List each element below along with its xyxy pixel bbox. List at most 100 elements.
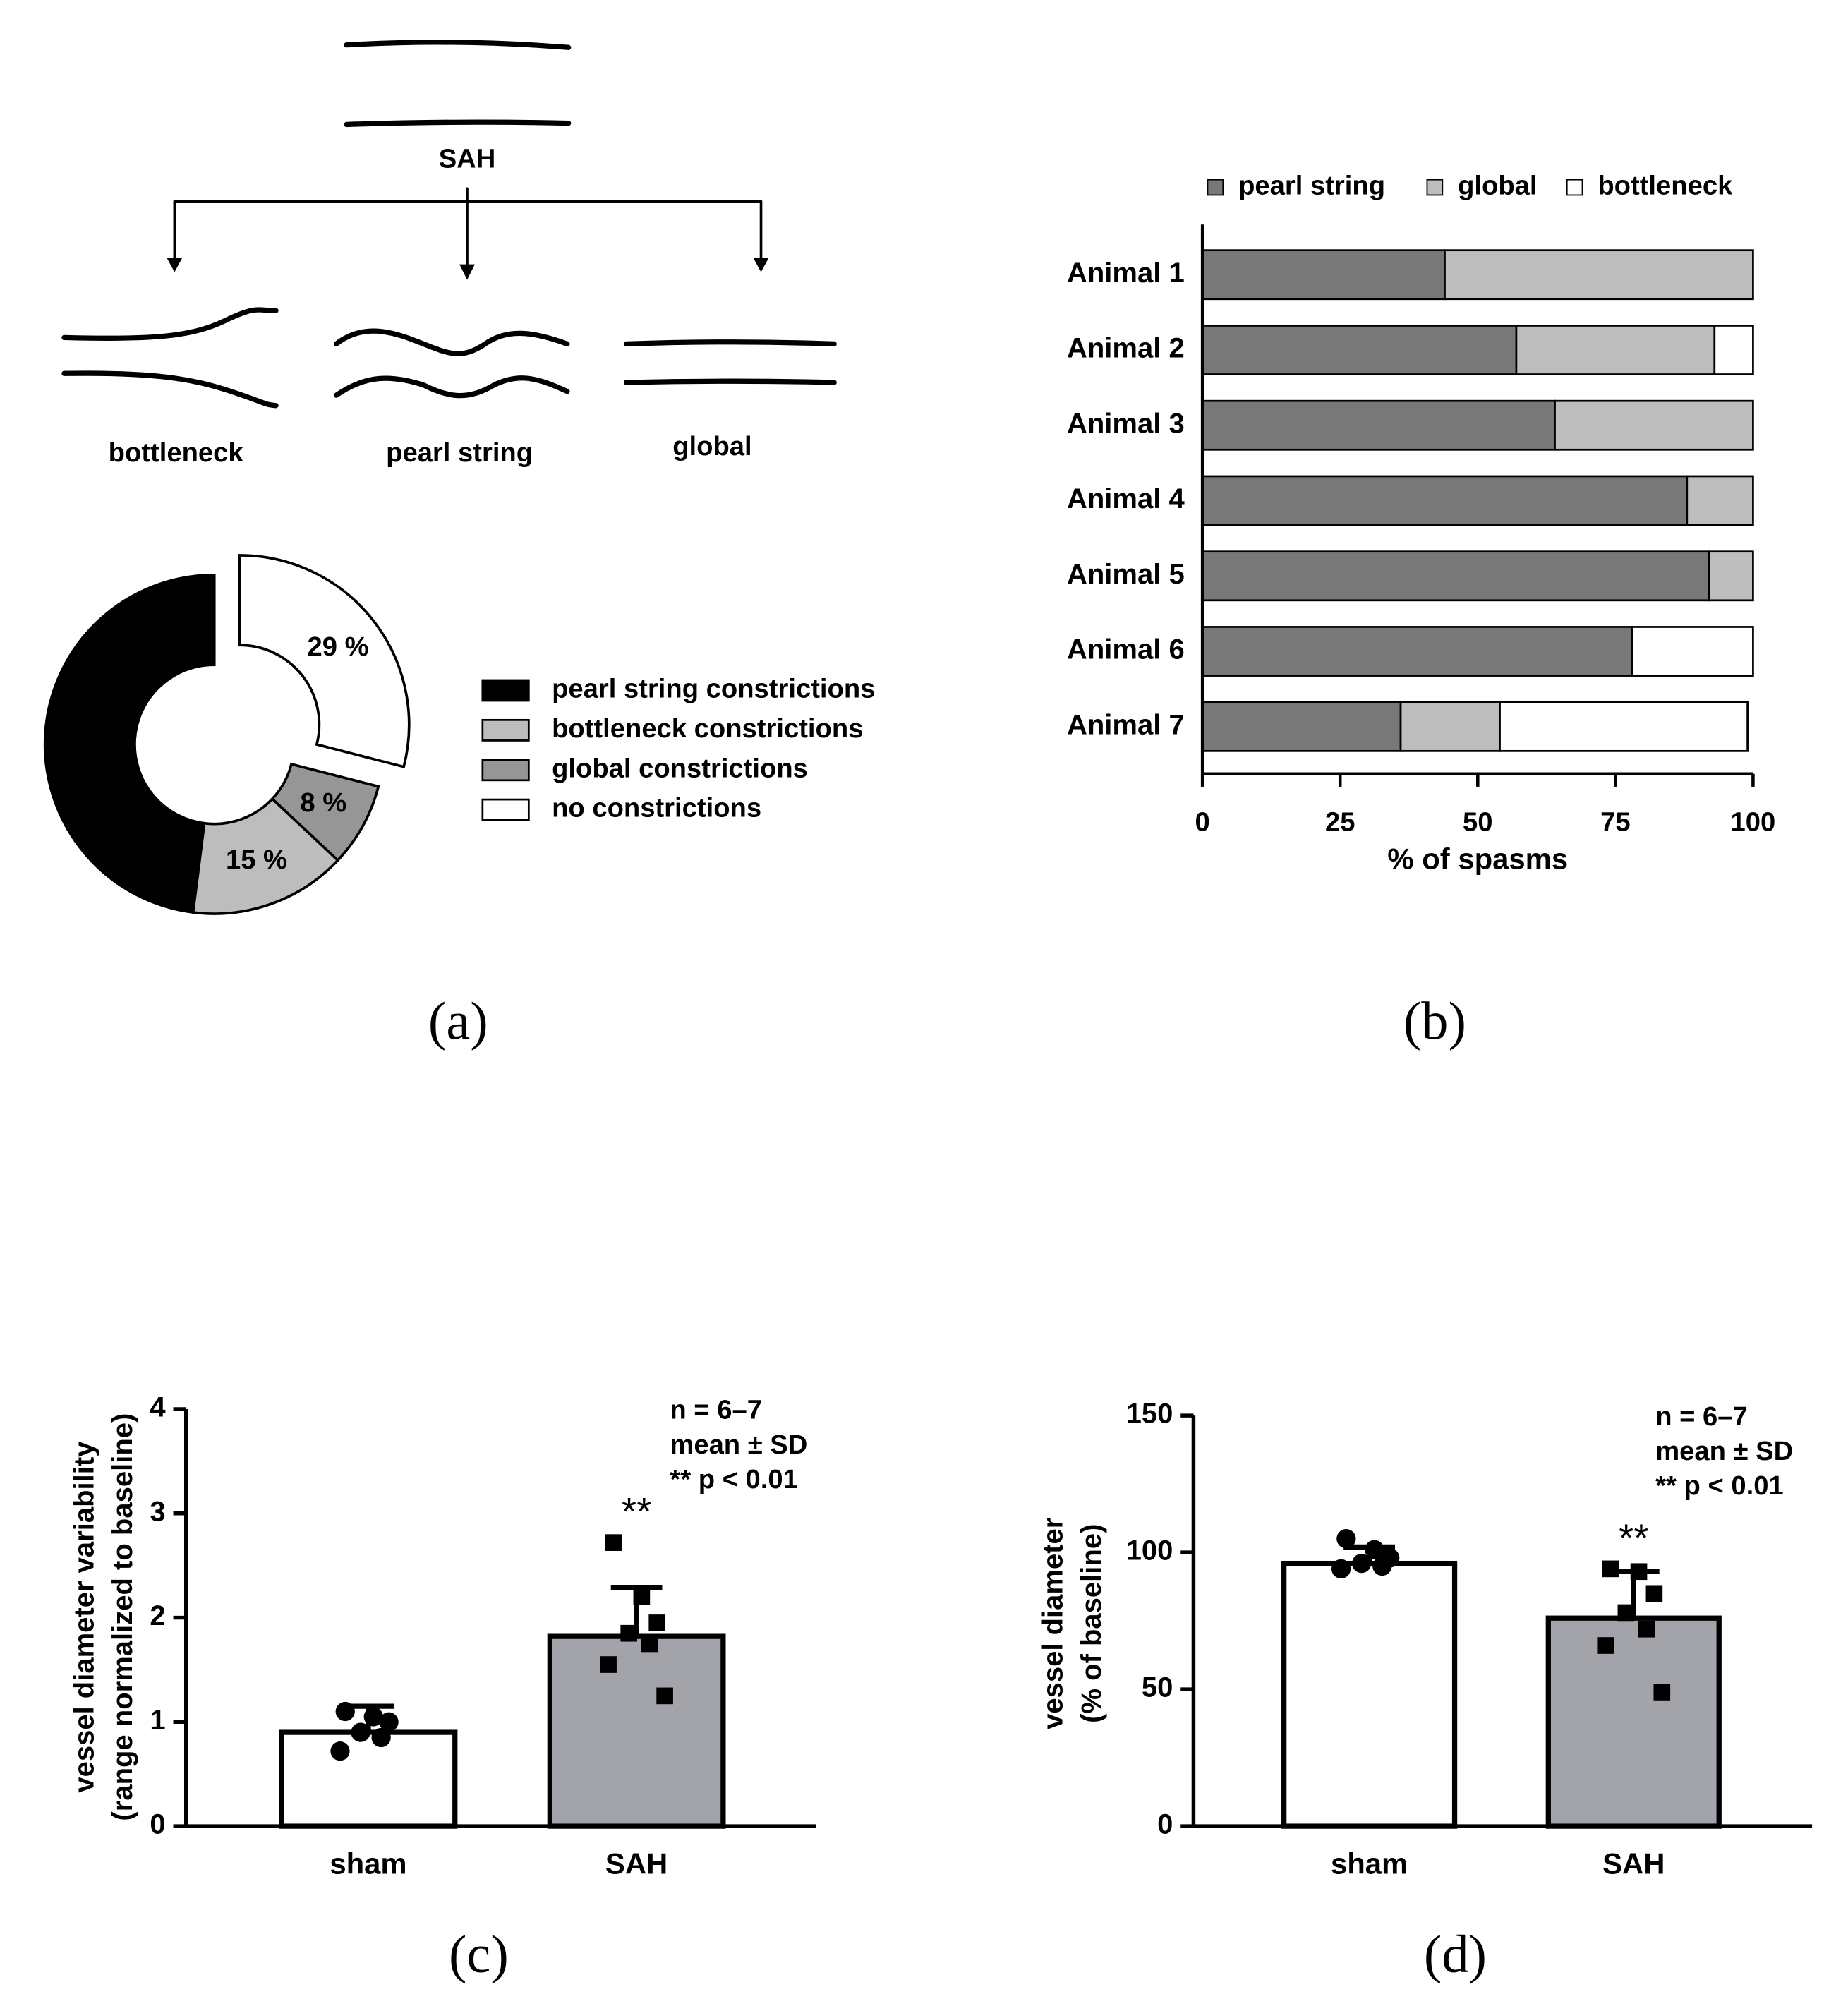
data-point <box>641 1635 658 1653</box>
arrowhead <box>753 258 769 272</box>
vessel <box>333 328 570 356</box>
bar <box>279 1729 458 1829</box>
bar-segment <box>1201 325 1518 375</box>
legend-label: bottleneck constrictions <box>552 713 863 744</box>
legend-swatch <box>481 798 530 821</box>
legend-swatch <box>481 679 530 702</box>
data-point <box>620 1624 638 1642</box>
legend-label: global constrictions <box>552 753 808 783</box>
stats-note: mean ± SD <box>1655 1436 1793 1466</box>
legend-swatch <box>481 759 530 782</box>
y-tick-label: Animal 3 <box>1067 408 1185 439</box>
data-point <box>1365 1540 1384 1559</box>
legend-swatch <box>481 718 530 742</box>
stats-note: ** p < 0.01 <box>670 1464 798 1494</box>
pie-slice <box>270 762 380 862</box>
y-tick-label: Animal 2 <box>1067 333 1185 364</box>
data-point <box>1597 1637 1614 1654</box>
y-tick-label: 50 <box>1142 1672 1173 1703</box>
significance: ** <box>622 1490 651 1533</box>
y-tick-label: 4 <box>150 1392 166 1423</box>
panel-label: (d) <box>1424 1924 1487 1984</box>
legend-swatch <box>1566 179 1583 196</box>
significance: ** <box>1619 1516 1648 1559</box>
data-point <box>633 1588 651 1605</box>
y-tick-label: 100 <box>1126 1535 1173 1566</box>
bar-segment <box>1201 399 1556 451</box>
y-tick-label: Animal 1 <box>1067 258 1185 289</box>
bar-segment <box>1499 701 1749 752</box>
vessel <box>333 375 570 399</box>
y-axis-label: vessel diameter <box>1038 1518 1069 1729</box>
x-tick-label: 0 <box>1195 807 1210 838</box>
pie-slice <box>43 573 216 914</box>
data-point <box>1372 1556 1392 1576</box>
data-point <box>1352 1553 1372 1574</box>
x-tick-label: 25 <box>1325 807 1355 838</box>
diagram-branch: bottleneck <box>109 437 244 468</box>
y-tick-label: 0 <box>150 1809 165 1840</box>
data-point <box>363 1707 383 1727</box>
data-point <box>1630 1563 1648 1581</box>
data-point <box>605 1534 622 1551</box>
bar-segment <box>1708 550 1754 602</box>
diagram-branch: pearl string <box>386 437 533 468</box>
data-point <box>1653 1684 1671 1701</box>
bar-segment <box>1554 399 1754 451</box>
y-tick-label: 0 <box>1157 1809 1173 1840</box>
legend-swatch <box>1426 179 1444 196</box>
data-point <box>1638 1620 1655 1638</box>
bar-segment <box>1201 475 1689 526</box>
bar-segment <box>1444 249 1754 301</box>
vessel <box>61 307 279 342</box>
x-tick-label: sham <box>330 1847 406 1880</box>
stats-note: ** p < 0.01 <box>1655 1470 1784 1501</box>
bar <box>1545 1615 1722 1829</box>
slice-label: 15 % <box>226 845 287 875</box>
x-tick-label: sham <box>1331 1847 1408 1880</box>
data-point <box>379 1712 399 1732</box>
slice-label: 48 % <box>59 720 121 750</box>
legend-label: bottleneck <box>1598 171 1733 201</box>
data-point <box>656 1687 673 1705</box>
stats-note: mean ± SD <box>670 1430 807 1460</box>
x-tick-label: SAH <box>1602 1847 1665 1880</box>
y-axis-label: vessel diameter variability <box>68 1441 99 1793</box>
legend-swatch <box>1207 179 1224 196</box>
x-axis-label: % of spasms <box>1387 842 1568 875</box>
diagram: SAH bottleneck pearl string global <box>61 40 837 468</box>
data-point <box>1645 1585 1663 1602</box>
bar-segment <box>1631 626 1754 677</box>
bar-segment <box>1713 325 1754 375</box>
pie-slice <box>238 554 411 768</box>
vessel <box>623 378 837 385</box>
data-point <box>1331 1559 1351 1579</box>
x-tick-label: 50 <box>1463 807 1492 838</box>
vessel <box>61 370 279 409</box>
y-axis-label: (% of baseline) <box>1076 1524 1107 1723</box>
slice-label: 29 % <box>308 632 369 662</box>
bar-segment <box>1201 249 1446 301</box>
arrowhead <box>167 258 183 272</box>
panel-label: (a) <box>428 991 488 1051</box>
vessel <box>623 339 837 347</box>
data-point <box>351 1722 370 1742</box>
legend-label: pearl string <box>1238 171 1385 201</box>
vessel <box>344 119 572 128</box>
data-point <box>1617 1604 1635 1622</box>
slice-label: 8 % <box>300 787 346 818</box>
y-tick-label: 1 <box>150 1705 165 1736</box>
y-tick-label: 3 <box>150 1496 165 1527</box>
y-axis-label: (range normalized to baseline) <box>107 1413 138 1821</box>
bar-segment <box>1201 550 1710 602</box>
bar-segment <box>1399 701 1501 752</box>
legend-label: global <box>1458 171 1537 201</box>
data-point <box>371 1727 391 1748</box>
x-tick-label: 75 <box>1600 807 1630 838</box>
bar <box>547 1633 726 1829</box>
data-point <box>1336 1529 1356 1549</box>
arrowhead <box>459 264 475 280</box>
diagram-root: SAH <box>439 143 496 174</box>
